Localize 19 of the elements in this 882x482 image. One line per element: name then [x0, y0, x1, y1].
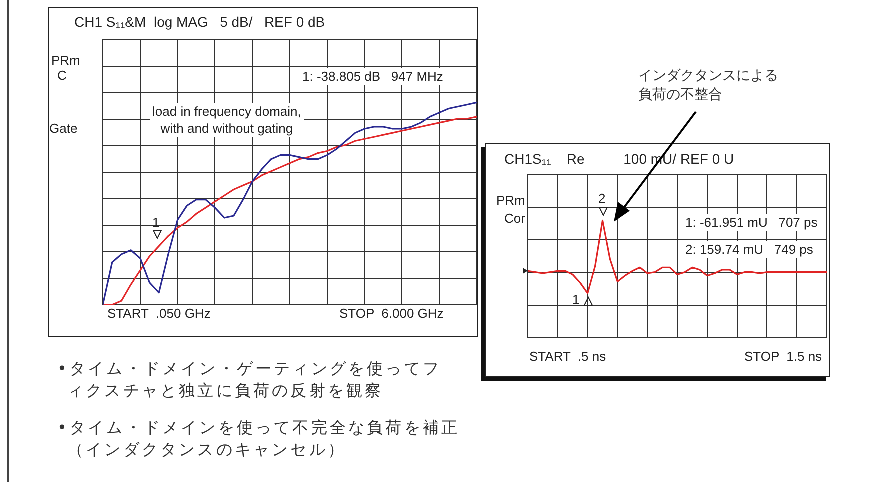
annotation: 1: -61.951 mU 707 ps [682, 214, 821, 230]
annotation: load in frequency domain, with and without gating [150, 102, 304, 136]
text: 1: -38.805 dB 947 MHz [300, 68, 446, 84]
text: Gate [50, 120, 78, 136]
text: PRm [52, 52, 80, 68]
text: •タイム・ドメインを使って不完全な負荷を補正（インダクタンスのキャンセル） [58, 416, 462, 460]
text: START .050 GHz [108, 304, 211, 322]
annotation: 1 [572, 290, 580, 308]
text: START .5 ns [530, 348, 606, 364]
text: 2 [598, 190, 606, 206]
text: •タイム・ドメイン・ゲーティングを使ってフィクスチャと独立に負荷の反射を観察 [58, 358, 443, 402]
text: PRm [496, 192, 526, 208]
text: C [58, 66, 67, 84]
text: STOP 6.000 GHz [340, 304, 444, 322]
text: Cor [504, 210, 526, 226]
annotation: 2: 159.74 mU 749 ps [682, 240, 816, 258]
chart-title: CH1 S₁₁&M log MAG 5 dB/ REF 0 dB [74, 14, 326, 30]
text: インダクタンスによる負荷の不整合 [638, 66, 780, 104]
text: STOP 1.5 ns [744, 348, 822, 364]
